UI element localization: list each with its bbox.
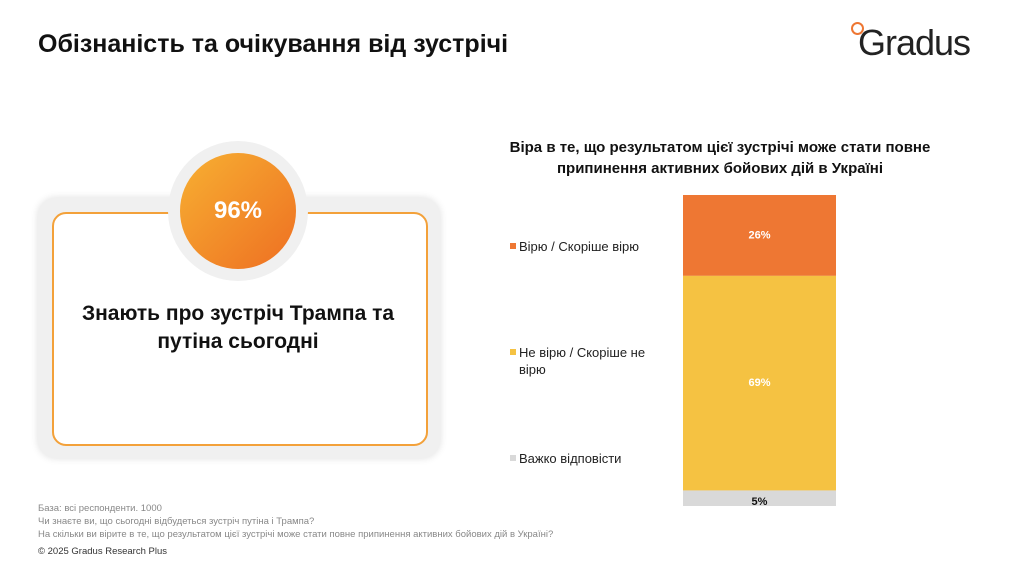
value-label: 26% [748, 229, 770, 241]
legend-item: Вірю / Скоріше вірю [510, 238, 669, 255]
value-label: 69% [748, 377, 770, 389]
footnotes: База: всі респонденти. 1000 Чи знаєте ви,… [38, 502, 553, 541]
legend-swatch [510, 243, 516, 249]
badge-value: 96% [180, 153, 296, 269]
footnote: База: всі респонденти. 1000 [38, 503, 162, 514]
legend-swatch [510, 349, 516, 355]
logo-dot [851, 22, 864, 35]
legend-label: Вірю / Скоріше вірю [519, 239, 639, 254]
logo: Gradus [858, 22, 971, 63]
bar-segment [683, 195, 836, 276]
legend-item: Важко відповісти [510, 450, 669, 467]
footnote: На скільки ви вірите в те, що результато… [38, 529, 554, 540]
card-text: Знають про зустріч Трампа та путіна сьог… [81, 302, 395, 353]
legend-label: Не вірю / Скоріше не вірю [519, 345, 646, 377]
footnote: Чи знаєте ви, що сьогодні відбудеться зу… [38, 516, 315, 527]
bar-segment [683, 490, 836, 506]
legend-swatch [510, 455, 516, 461]
copyright: © 2025 Gradus Research Plus [38, 546, 167, 557]
chart-title: Віра в те, що результатом цієї зустрічі … [509, 139, 931, 177]
legend-item: Не вірю / Скоріше не вірю [510, 344, 669, 378]
bar-segment [683, 275, 836, 491]
value-label: 5% [752, 496, 768, 508]
slide-title: Обізнаність та очікування від зустрічі [38, 30, 509, 58]
legend-label: Важко відповісти [519, 451, 622, 466]
